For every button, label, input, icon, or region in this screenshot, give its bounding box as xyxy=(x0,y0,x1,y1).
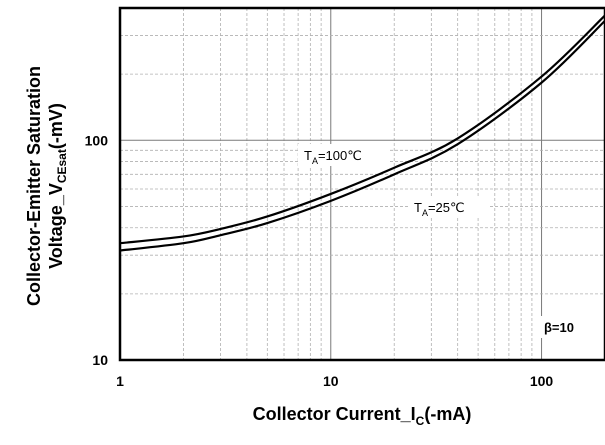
y-axis-title-line2-tail: (-mV) xyxy=(46,103,66,149)
series-label-25c-sub: A xyxy=(422,208,428,218)
y-tick-label: 100 xyxy=(85,132,109,148)
grid xyxy=(120,8,605,360)
svg-text:TA=25℃: TA=25℃ xyxy=(414,200,465,218)
series-line-25c xyxy=(119,19,605,252)
y-axis-title-line2-sub: CEsat xyxy=(55,149,69,183)
x-tick-label: 100 xyxy=(530,373,554,389)
x-axis-title-main: Collector Current_I xyxy=(253,404,416,424)
x-tick-label: 10 xyxy=(323,373,339,389)
series-lines xyxy=(119,14,605,252)
svg-text:TA=100℃: TA=100℃ xyxy=(304,148,362,166)
plot-area-frame xyxy=(118,6,605,362)
series-label-25c-tail: =25℃ xyxy=(428,200,465,215)
series-line-100c xyxy=(119,14,605,245)
x-tick-label: 1 xyxy=(116,373,124,389)
x-axis-title-tail: (-mA) xyxy=(424,404,471,424)
beta-annotation: β=10 xyxy=(540,316,586,338)
series-label-100c-sub: A xyxy=(312,156,318,166)
y-axis-title-line2-main: Voltage_V xyxy=(46,183,66,269)
series-label-25c-main: T xyxy=(414,200,422,215)
series-label-100c: TA=100℃ xyxy=(298,144,390,166)
series-label-100c-tail: =100℃ xyxy=(318,148,362,163)
series-label-100c-main: T xyxy=(304,148,312,163)
y-tick-label: 10 xyxy=(92,352,108,368)
x-axis-title-sub: C xyxy=(416,414,425,428)
x-axis-title: Collector Current_IC(-mA) xyxy=(253,404,472,428)
beta-annotation-text: β=10 xyxy=(544,320,574,335)
series-label-25c: TA=25℃ xyxy=(408,196,488,218)
y-axis-title-line2: Voltage_VCEsat(-mV) xyxy=(46,103,69,269)
y-axis-title-line1: Collector-Emitter Saturation xyxy=(24,66,44,306)
tick-labels: 1 10 100 10 100 xyxy=(85,132,554,389)
